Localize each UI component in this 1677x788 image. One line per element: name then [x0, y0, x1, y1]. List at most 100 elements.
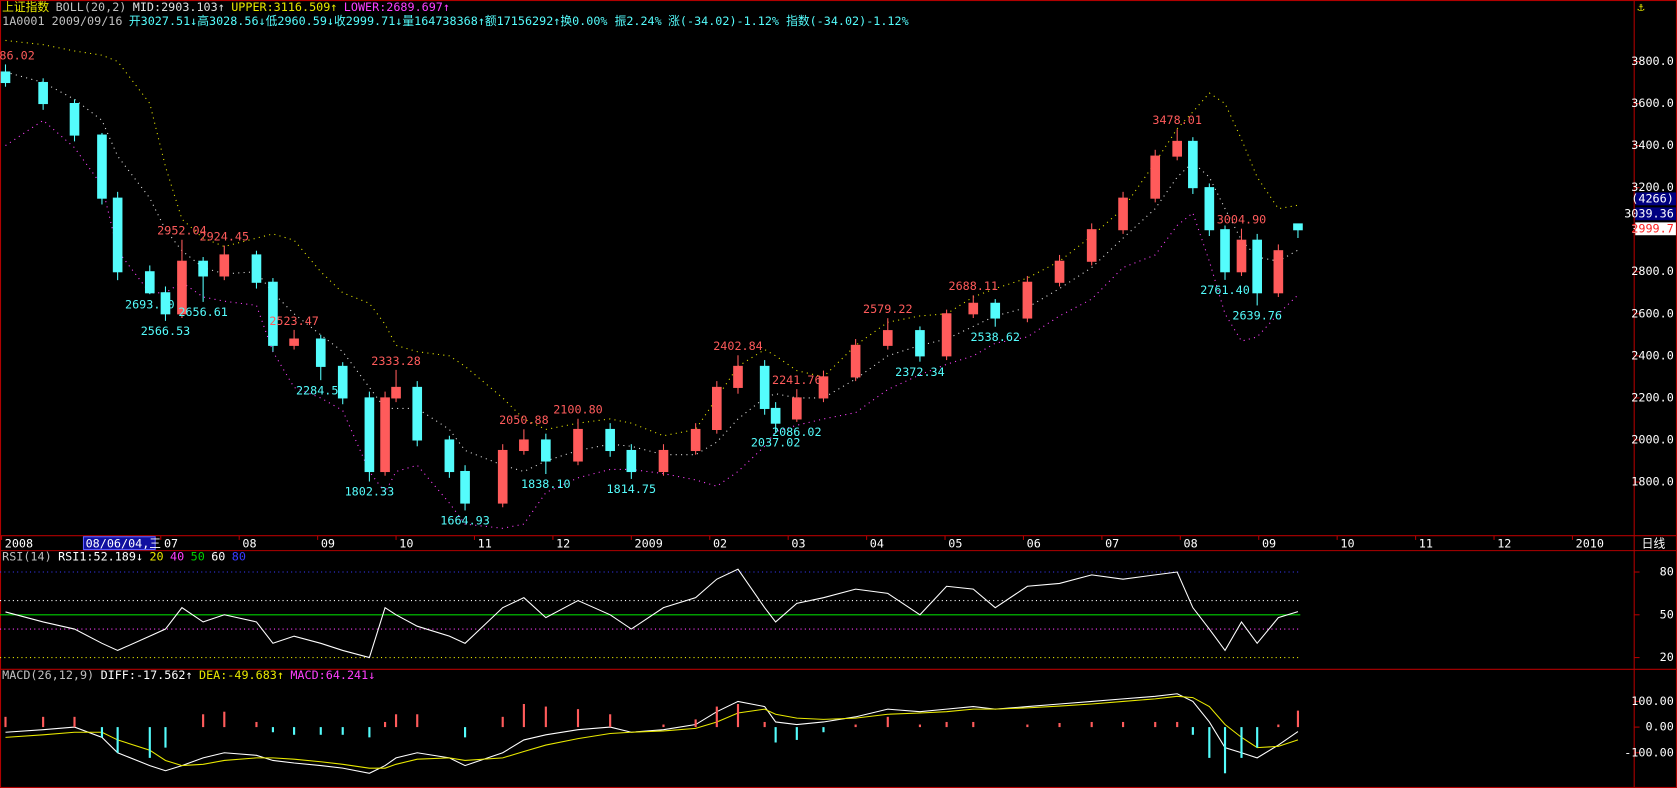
- candle-body: [1118, 197, 1128, 231]
- x-tick-label: 06: [1027, 537, 1041, 551]
- candle-body: [915, 330, 925, 357]
- candle-body: [1273, 250, 1284, 294]
- candle-body: [1188, 140, 1198, 189]
- candle-body: [573, 428, 583, 462]
- candle-body: [497, 449, 508, 504]
- candle-body: [605, 428, 615, 452]
- extreme-label: 2284.58: [296, 383, 346, 397]
- extreme-label: 1814.75: [607, 482, 657, 496]
- candle-body: [1293, 223, 1303, 231]
- candle-body: [990, 302, 1001, 319]
- extreme-label: 2100.80: [553, 403, 603, 417]
- extreme-label: 2523.47: [269, 314, 319, 328]
- candle-body: [444, 439, 455, 473]
- cursor-date: 08/06/04,三: [86, 537, 161, 551]
- legend-text: 开3027.51↓高3028.56↓低2960.59↓收2999.71↓量164…: [129, 14, 662, 28]
- candle-body: [69, 102, 80, 136]
- candle-body: [818, 376, 829, 399]
- period-label[interactable]: 日线: [1642, 537, 1666, 551]
- legend-text: 50: [191, 550, 205, 564]
- candle-body: [733, 365, 743, 388]
- extreme-label: 2333.28: [371, 354, 421, 368]
- legend-text: 40: [170, 550, 184, 564]
- y-tick-label: 2400.0: [1631, 348, 1673, 362]
- candle-body: [251, 254, 262, 283]
- legend-text: MACD(26,12,9): [2, 668, 94, 682]
- y-tick-label: 2800.0: [1631, 264, 1673, 278]
- candle-body: [268, 281, 278, 346]
- x-tick-label: 09: [1262, 537, 1276, 551]
- extreme-label: 2086.02: [772, 425, 822, 439]
- candle-body: [0, 71, 11, 84]
- legend-text: DIFF:-17.562↑: [101, 668, 193, 682]
- legend-text: RSI(14): [2, 550, 52, 564]
- x-tick-label: 05: [948, 537, 962, 551]
- candle-body: [770, 407, 781, 424]
- candle-body: [541, 439, 551, 462]
- candle-body: [968, 302, 979, 315]
- extreme-label: 2924.45: [200, 230, 250, 244]
- extreme-label: 2952.04: [157, 224, 207, 238]
- x-tick-label: 11: [478, 537, 492, 551]
- extreme-label: 86.02: [0, 48, 35, 62]
- extreme-label: 2037.02: [751, 435, 801, 449]
- candle-body: [412, 386, 423, 441]
- candle-body: [198, 260, 208, 277]
- y-tick-label: -100.00: [1624, 745, 1674, 759]
- y-tick-label: 20: [1660, 650, 1674, 664]
- extreme-label: 2656.61: [178, 305, 228, 319]
- candle-body: [112, 197, 123, 273]
- y-tick-label: 100.00: [1631, 694, 1673, 708]
- extreme-label: 2639.76: [1232, 309, 1282, 323]
- y-tick-label: 3800.0: [1631, 54, 1673, 68]
- candle-body: [626, 449, 637, 473]
- candle-body: [38, 81, 48, 105]
- candle-body: [850, 344, 861, 378]
- price-box-label: 3039.36: [1624, 206, 1674, 220]
- candle-body: [658, 449, 669, 473]
- candle-body: [759, 365, 770, 409]
- candle-body: [712, 386, 722, 430]
- legend-text: 60: [211, 550, 225, 564]
- extreme-label: 2372.34: [895, 365, 945, 379]
- candle-body: [1022, 281, 1033, 319]
- x-tick-label: 2008: [5, 537, 33, 551]
- x-tick-label: 2010: [1576, 537, 1604, 551]
- legend-text: RSI1:52.189↓: [58, 550, 143, 564]
- candle-body: [289, 338, 299, 346]
- candle-body: [791, 397, 802, 420]
- candle-body: [1150, 155, 1161, 199]
- anchor-icon[interactable]: ⚓: [1637, 0, 1645, 14]
- legend-text: 上证指数: [2, 0, 49, 14]
- candle-body: [315, 338, 326, 367]
- extreme-label: 1838.10: [521, 477, 571, 491]
- extreme-label: 2566.53: [141, 324, 191, 338]
- extreme-label: 3004.90: [1217, 213, 1267, 227]
- x-tick-label: 09: [321, 537, 335, 551]
- x-tick-label: 12: [556, 537, 570, 551]
- extreme-label: 2693.40: [125, 297, 175, 311]
- indicator-line: [5, 568, 1299, 659]
- extreme-label: 2688.11: [948, 279, 998, 293]
- y-tick-label: 3600.0: [1631, 96, 1673, 110]
- cursor-date-box: [82, 536, 156, 551]
- legend-text: UPPER:3116.509↑: [231, 0, 337, 14]
- indicator-line: [5, 695, 1299, 769]
- y-tick-label: 80: [1660, 565, 1674, 579]
- legend-text: DEA:-49.683↑: [199, 668, 284, 682]
- candle-body: [1220, 229, 1230, 273]
- x-tick-label: 12: [1497, 537, 1511, 551]
- candle-body: [144, 271, 155, 294]
- x-tick-label: 07: [164, 537, 178, 551]
- candle-body: [97, 134, 107, 199]
- y-tick-label: 2200.0: [1631, 390, 1673, 404]
- candle-body: [882, 330, 893, 346]
- legend-text: 80: [232, 550, 246, 564]
- x-tick-label: 07: [1105, 537, 1119, 551]
- candle-body: [941, 313, 952, 357]
- candle-body: [160, 292, 171, 315]
